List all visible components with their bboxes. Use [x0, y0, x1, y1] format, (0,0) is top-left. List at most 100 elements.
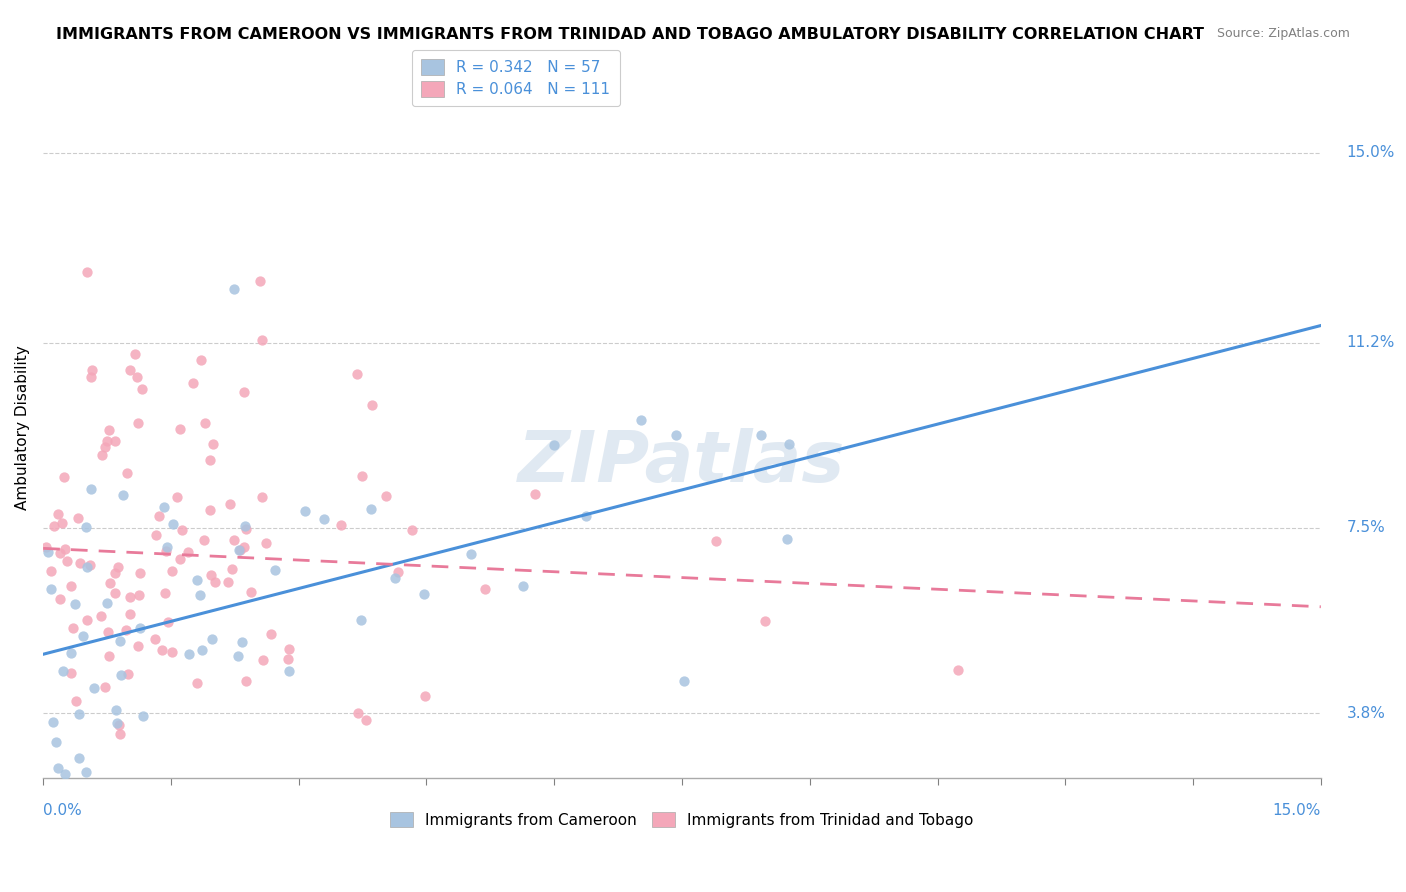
- Point: [231, 635, 253, 649]
- Point: [129, 566, 152, 580]
- Point: [124, 347, 146, 361]
- Point: [778, 437, 800, 451]
- Point: [190, 643, 212, 657]
- Point: [110, 634, 132, 648]
- Text: Source: ZipAtlas.com: Source: ZipAtlas.com: [1216, 27, 1350, 40]
- Point: [153, 586, 176, 600]
- Point: [375, 489, 398, 503]
- Text: 15.0%: 15.0%: [1272, 804, 1320, 818]
- Point: [75, 520, 97, 534]
- Point: [115, 623, 138, 637]
- Point: [260, 627, 283, 641]
- Point: [221, 561, 243, 575]
- Text: 7.5%: 7.5%: [1347, 520, 1385, 535]
- Point: [194, 416, 217, 430]
- Point: [110, 668, 132, 682]
- Point: [354, 713, 377, 727]
- Point: [67, 751, 90, 765]
- Point: [42, 715, 65, 730]
- Point: [704, 533, 727, 548]
- Point: [240, 585, 263, 599]
- Point: [200, 452, 222, 467]
- Point: [90, 609, 112, 624]
- Text: 11.2%: 11.2%: [1347, 335, 1395, 351]
- Point: [360, 501, 382, 516]
- Point: [35, 540, 58, 554]
- Point: [125, 370, 148, 384]
- Point: [250, 490, 273, 504]
- Point: [201, 632, 224, 646]
- Point: [198, 503, 221, 517]
- Point: [235, 674, 257, 689]
- Legend: Immigrants from Cameroon, Immigrants from Trinidad and Tobago: Immigrants from Cameroon, Immigrants fro…: [384, 805, 980, 834]
- Point: [183, 376, 205, 391]
- Point: [384, 571, 406, 585]
- Point: [107, 717, 129, 731]
- Point: [118, 363, 141, 377]
- Point: [162, 564, 184, 578]
- Point: [412, 587, 434, 601]
- Point: [776, 533, 799, 547]
- Point: [169, 552, 191, 566]
- Point: [105, 703, 128, 717]
- Point: [277, 665, 299, 679]
- Point: [226, 790, 249, 805]
- Point: [60, 666, 83, 681]
- Point: [96, 434, 118, 448]
- Point: [39, 582, 62, 596]
- Point: [224, 282, 246, 296]
- Text: 3.8%: 3.8%: [1347, 706, 1385, 721]
- Point: [157, 615, 180, 629]
- Point: [37, 545, 59, 559]
- Point: [169, 422, 191, 436]
- Point: [166, 491, 188, 505]
- Point: [186, 794, 208, 808]
- Text: 15.0%: 15.0%: [1347, 145, 1395, 160]
- Point: [127, 639, 149, 653]
- Point: [202, 437, 225, 451]
- Point: [575, 508, 598, 523]
- Point: [294, 504, 316, 518]
- Point: [51, 516, 73, 530]
- Text: IMMIGRANTS FROM CAMEROON VS IMMIGRANTS FROM TRINIDAD AND TOBAGO AMBULATORY DISAB: IMMIGRANTS FROM CAMEROON VS IMMIGRANTS F…: [56, 27, 1205, 42]
- Point: [75, 765, 97, 780]
- Point: [152, 500, 174, 514]
- Point: [229, 542, 252, 557]
- Point: [97, 423, 120, 437]
- Point: [665, 428, 688, 442]
- Point: [52, 665, 75, 679]
- Point: [170, 523, 193, 537]
- Y-axis label: Ambulatory Disability: Ambulatory Disability: [15, 345, 30, 510]
- Point: [104, 434, 127, 449]
- Point: [330, 517, 353, 532]
- Point: [115, 466, 138, 480]
- Point: [193, 533, 215, 547]
- Point: [105, 715, 128, 730]
- Point: [170, 847, 193, 861]
- Point: [673, 674, 696, 689]
- Point: [76, 614, 98, 628]
- Point: [190, 353, 212, 368]
- Point: [143, 632, 166, 646]
- Point: [200, 568, 222, 582]
- Point: [413, 690, 436, 704]
- Point: [127, 416, 149, 430]
- Point: [148, 508, 170, 523]
- Point: [76, 265, 98, 279]
- Point: [145, 528, 167, 542]
- Point: [543, 437, 565, 451]
- Point: [235, 522, 257, 536]
- Point: [232, 384, 254, 399]
- Point: [186, 675, 208, 690]
- Point: [124, 780, 146, 794]
- Point: [62, 621, 84, 635]
- Point: [49, 592, 72, 607]
- Point: [45, 734, 67, 748]
- Point: [79, 482, 101, 496]
- Point: [162, 645, 184, 659]
- Point: [94, 440, 117, 454]
- Point: [347, 706, 370, 720]
- Point: [312, 511, 335, 525]
- Point: [96, 596, 118, 610]
- Point: [460, 548, 482, 562]
